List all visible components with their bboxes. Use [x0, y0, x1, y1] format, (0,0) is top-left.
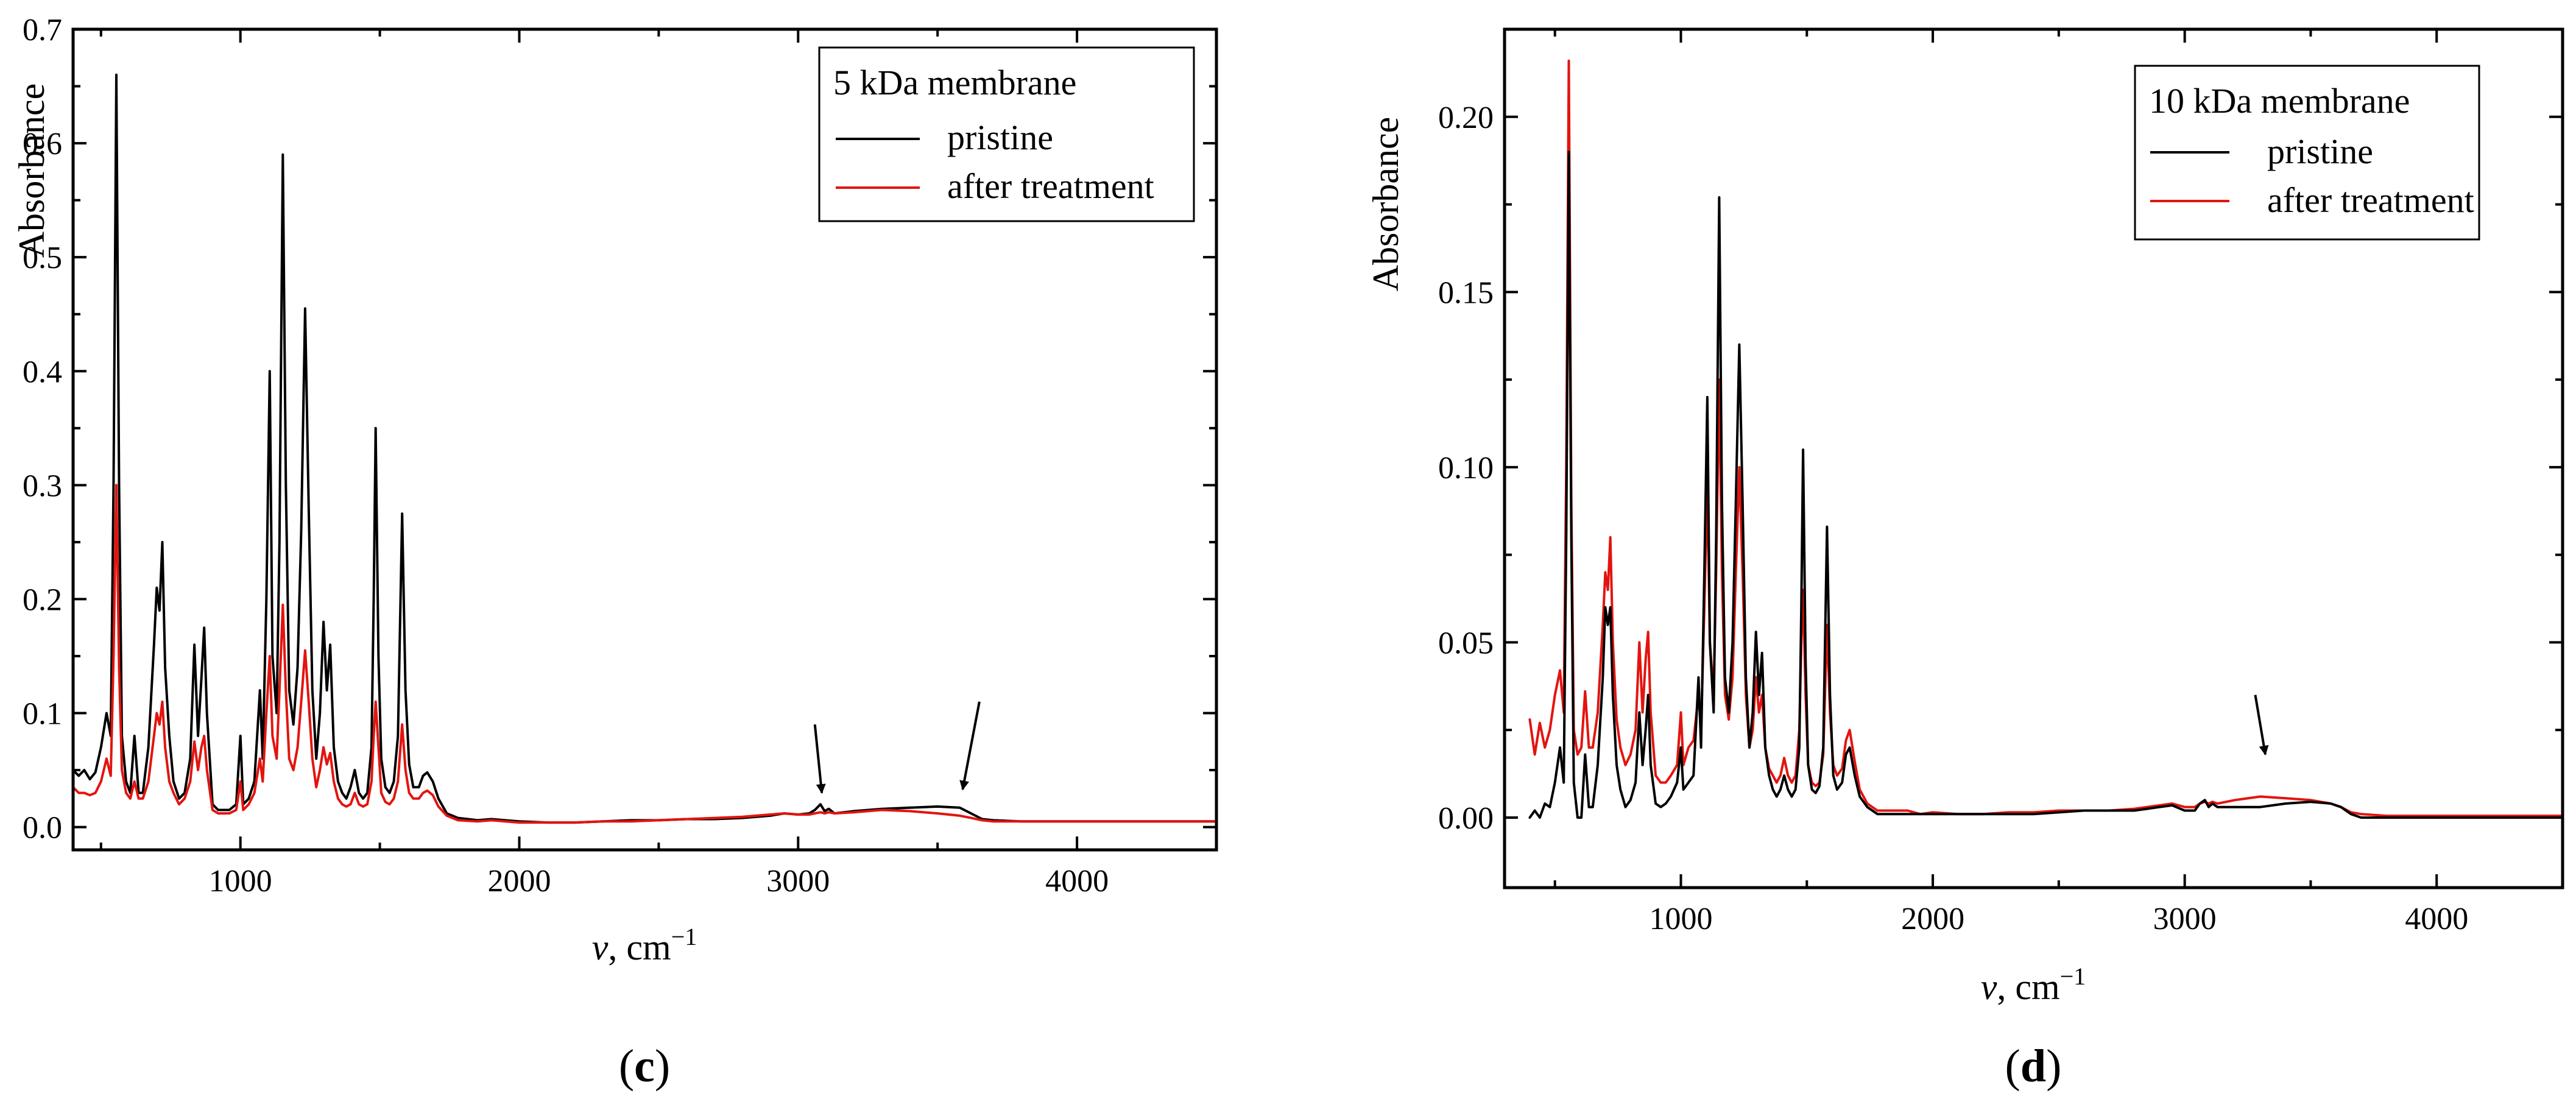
- legend-c: 5 kDa membrane pristine after treatment: [818, 46, 1195, 222]
- x-tick-label-4000-d: 4000: [2405, 902, 2468, 936]
- panel-label-c: (c): [619, 1041, 670, 1092]
- x-axis-symbol-d: ν: [1981, 967, 1997, 1007]
- y-axis-ticks-c: 0.0 0.1 0.2 0.3 0.4 0.5 0.6 0.7: [23, 13, 1216, 846]
- panel-label-c-open: (: [619, 1041, 634, 1092]
- panel-label-d-letter: d: [2020, 1041, 2046, 1092]
- x-axis-exponent-c: −1: [671, 923, 697, 950]
- x-axis-ticks-d: 1000 2000 3000 4000: [1553, 29, 2564, 936]
- x-tick-label-1000-c: 1000: [209, 864, 272, 899]
- chart-panel-c: 1000 2000 3000 4000 0.00.10.20.30.40.50.60.…: [12, 13, 1218, 1092]
- x-tick-label-2000-d: 2000: [1901, 902, 1964, 936]
- annotation-arrows-c: [813, 701, 981, 794]
- x-tick-label-1000-d: 1000: [1650, 902, 1713, 936]
- y-tick-label-0.1-c: 0.1: [23, 697, 62, 732]
- x-tick-label-4000-c: 4000: [1045, 864, 1109, 899]
- x-tick-label-2000-c: 2000: [487, 864, 551, 899]
- y-tick-label-0.20-d: 0.20: [1438, 101, 1494, 135]
- y-tick-label-0.4-c: 0.4: [23, 355, 62, 389]
- x-axis-label-c: ν, cm−1: [592, 923, 697, 967]
- legend-entry-pristine-c: pristine: [947, 118, 1053, 157]
- y-tick-label-0.6-c: 0.6: [23, 127, 62, 161]
- x-axis-label-d: ν, cm−1: [1981, 963, 2086, 1007]
- y-axis-label-d: Absorbance: [1366, 117, 1406, 292]
- panel-label-d-open: (: [2005, 1041, 2020, 1092]
- y-tick-label-0.0-c: 0.0: [23, 811, 62, 846]
- y-tick-label-0.2-c: 0.2: [23, 582, 62, 617]
- plot-frame-c: [71, 27, 1218, 852]
- annotation-arrow-2-c: [959, 701, 981, 791]
- legend-title-c: 5 kDa membrane: [833, 63, 1076, 102]
- y-tick-label-0.5-c: 0.5: [23, 241, 62, 275]
- x-axis-unit-c: , cm: [608, 927, 671, 967]
- series-line-pristine-d: [1528, 150, 2563, 819]
- annotation-arrow-1-c: [813, 724, 826, 794]
- x-axis-exponent-d: −1: [2060, 963, 2086, 990]
- x-axis-unit-d: , cm: [1997, 967, 2059, 1007]
- plot-lines-d: [1528, 59, 2563, 819]
- y-tick-label-0.15-d: 0.15: [1438, 275, 1494, 310]
- x-axis-symbol-c: ν: [592, 927, 609, 967]
- panel-label-d-close: ): [2046, 1041, 2061, 1092]
- y-tick-label-0.7-c: 0.7: [23, 13, 62, 48]
- legend-entry-pristine-d: pristine: [2267, 132, 2373, 171]
- panel-label-c-letter: c: [634, 1041, 655, 1092]
- x-tick-label-3000-d: 3000: [2153, 902, 2217, 936]
- plot-lines-c: [73, 73, 1216, 824]
- annotation-arrows-d: [2254, 695, 2269, 756]
- panel-label-d: (d): [2005, 1041, 2062, 1092]
- y-axis-label-c: Absorbance: [12, 83, 52, 258]
- chart-panel-d: 1000 2000 3000 4000 0.00 0.05 0.10 0.15 0.20 ν,…: [1366, 27, 2564, 1092]
- panel-label-c-close: ): [655, 1041, 670, 1092]
- y-tick-label-0.00-d: 0.00: [1438, 801, 1494, 836]
- plot-frame-d: [1503, 27, 2564, 889]
- legend-d: 10 kDa membrane pristine after treatment: [2134, 65, 2480, 241]
- x-axis-ticks-c: 1000 2000 3000 4000: [99, 29, 1218, 899]
- x-tick-label-3000-c: 3000: [766, 864, 830, 899]
- legend-title-d: 10 kDa membrane: [2149, 81, 2410, 121]
- legend-box-c: [818, 46, 1195, 222]
- legend-entry-treated-d: after treatment: [2267, 180, 2474, 220]
- series-line-after-treatment-c: [73, 484, 1216, 824]
- y-tick-label-0.10-d: 0.10: [1438, 451, 1494, 486]
- y-tick-label-0.05-d: 0.05: [1438, 626, 1494, 660]
- y-axis-ticks-d: 0.00 0.05 0.10 0.15 0.20: [1438, 28, 2563, 836]
- y-tick-label-0.3-c: 0.3: [23, 468, 62, 503]
- annotation-arrow-1-d: [2254, 695, 2269, 756]
- legend-entry-treated-c: after treatment: [947, 166, 1154, 206]
